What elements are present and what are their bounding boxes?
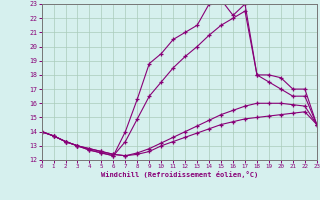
X-axis label: Windchill (Refroidissement éolien,°C): Windchill (Refroidissement éolien,°C) bbox=[100, 171, 258, 178]
